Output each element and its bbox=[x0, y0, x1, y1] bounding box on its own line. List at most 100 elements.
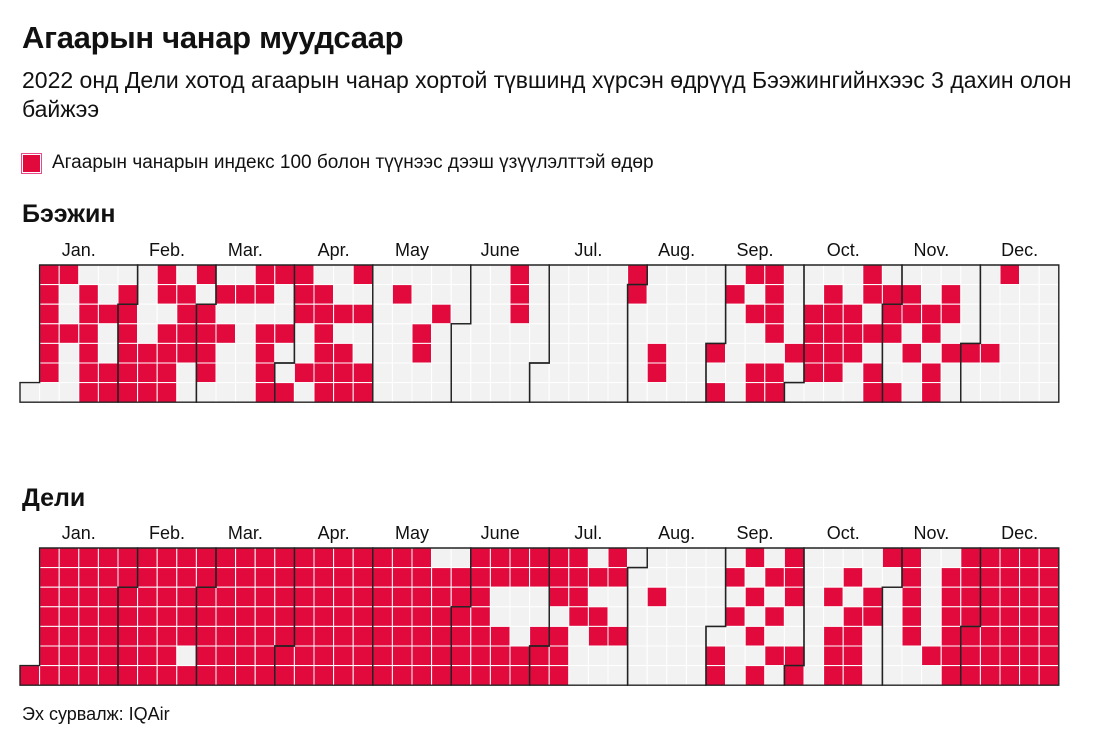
bad-air-day-cell bbox=[254, 606, 276, 627]
bad-air-day-cell bbox=[274, 323, 295, 344]
bad-air-day-cell bbox=[293, 606, 315, 627]
day-cell bbox=[215, 303, 237, 325]
day-cell bbox=[587, 323, 609, 344]
bad-air-day-cell bbox=[176, 323, 197, 344]
day-cell bbox=[587, 547, 609, 569]
bad-air-day-cell bbox=[215, 665, 237, 686]
bad-air-day-cell bbox=[646, 362, 668, 384]
bad-air-day-cell bbox=[881, 303, 903, 325]
day-cell bbox=[607, 264, 629, 286]
bad-air-day-cell bbox=[607, 547, 629, 569]
day-cell bbox=[783, 606, 805, 627]
day-cell bbox=[411, 284, 433, 305]
bad-air-day-cell bbox=[548, 645, 570, 667]
bad-air-day-cell bbox=[921, 323, 942, 344]
day-cell bbox=[568, 284, 589, 305]
bad-air-day-cell bbox=[313, 606, 335, 627]
bad-air-day-cell bbox=[78, 645, 99, 667]
bad-air-day-cell bbox=[235, 567, 256, 588]
bad-air-day-cell bbox=[960, 342, 981, 364]
bad-air-day-cell bbox=[1019, 625, 1040, 647]
bad-air-day-cell bbox=[783, 547, 805, 569]
bad-air-day-cell bbox=[901, 342, 923, 364]
bad-air-day-cell bbox=[764, 362, 785, 384]
day-cell bbox=[411, 303, 433, 325]
day-cell bbox=[901, 665, 923, 686]
bad-air-day-cell bbox=[725, 606, 746, 627]
bad-air-day-cell bbox=[274, 645, 295, 667]
day-cell bbox=[862, 303, 883, 325]
bad-air-day-cell bbox=[313, 284, 335, 305]
day-cell bbox=[411, 382, 433, 403]
bad-air-day-cell bbox=[979, 586, 1001, 608]
day-cell bbox=[587, 303, 609, 325]
bad-air-day-cell bbox=[450, 665, 472, 686]
day-cell bbox=[744, 645, 766, 667]
bad-air-day-cell bbox=[823, 645, 844, 667]
day-cell bbox=[627, 362, 648, 384]
month-label: Feb. bbox=[149, 240, 185, 260]
bad-air-day-cell bbox=[39, 284, 60, 305]
bad-air-day-cell bbox=[274, 625, 295, 647]
bad-air-day-cell bbox=[176, 567, 197, 588]
day-cell bbox=[489, 264, 511, 286]
day-cell bbox=[1038, 342, 1060, 364]
day-cell bbox=[725, 323, 746, 344]
bad-air-day-cell bbox=[97, 547, 119, 569]
day-cell bbox=[764, 625, 785, 647]
bad-air-day-cell bbox=[293, 645, 315, 667]
day-cell bbox=[176, 382, 197, 403]
beijing-panel-title: Бээжин bbox=[22, 200, 116, 228]
day-cell bbox=[744, 567, 766, 588]
day-cell bbox=[764, 342, 785, 364]
bad-air-day-cell bbox=[333, 625, 354, 647]
bad-air-day-cell bbox=[705, 382, 727, 403]
day-cell bbox=[685, 586, 707, 608]
bad-air-day-cell bbox=[117, 606, 139, 627]
month-label: Apr. bbox=[318, 523, 350, 543]
bad-air-day-cell bbox=[568, 547, 589, 569]
day-cell bbox=[607, 586, 629, 608]
bad-air-day-cell bbox=[411, 645, 433, 667]
bad-air-day-cell bbox=[391, 547, 413, 569]
day-cell bbox=[548, 323, 570, 344]
bad-air-day-cell bbox=[176, 284, 197, 305]
month-label: Nov. bbox=[914, 523, 950, 543]
day-cell bbox=[666, 665, 687, 686]
bad-air-day-cell bbox=[293, 665, 315, 686]
bad-air-day-cell bbox=[587, 625, 609, 647]
day-cell bbox=[803, 586, 825, 608]
day-cell bbox=[999, 284, 1021, 305]
bad-air-day-cell bbox=[97, 586, 119, 608]
day-cell bbox=[235, 382, 256, 403]
day-cell bbox=[587, 264, 609, 286]
bad-air-day-cell bbox=[803, 303, 825, 325]
day-cell bbox=[921, 606, 942, 627]
bad-air-day-cell bbox=[960, 547, 981, 569]
bad-air-day-cell bbox=[823, 625, 844, 647]
bad-air-day-cell bbox=[431, 625, 452, 647]
bad-air-day-cell bbox=[195, 606, 217, 627]
day-cell bbox=[509, 342, 531, 364]
day-cell bbox=[646, 284, 668, 305]
bad-air-day-cell bbox=[117, 586, 139, 608]
day-cell bbox=[881, 264, 903, 286]
day-cell bbox=[666, 547, 687, 569]
day-cell bbox=[803, 645, 825, 667]
day-cell bbox=[685, 342, 707, 364]
day-cell bbox=[725, 645, 746, 667]
bad-air-day-cell bbox=[1038, 665, 1060, 686]
bad-air-day-cell bbox=[39, 606, 60, 627]
month-label: Feb. bbox=[149, 523, 185, 543]
day-cell bbox=[705, 284, 727, 305]
bad-air-day-cell bbox=[411, 323, 433, 344]
bad-air-day-cell bbox=[509, 645, 531, 667]
bad-air-day-cell bbox=[1038, 625, 1060, 647]
day-cell bbox=[372, 382, 393, 403]
bad-air-day-cell bbox=[39, 665, 60, 686]
chart-title: Агаарын чанар муудсаар bbox=[22, 20, 404, 55]
bad-air-day-cell bbox=[391, 665, 413, 686]
bad-air-day-cell bbox=[156, 606, 178, 627]
day-cell bbox=[842, 547, 864, 569]
bad-air-day-cell bbox=[254, 665, 276, 686]
